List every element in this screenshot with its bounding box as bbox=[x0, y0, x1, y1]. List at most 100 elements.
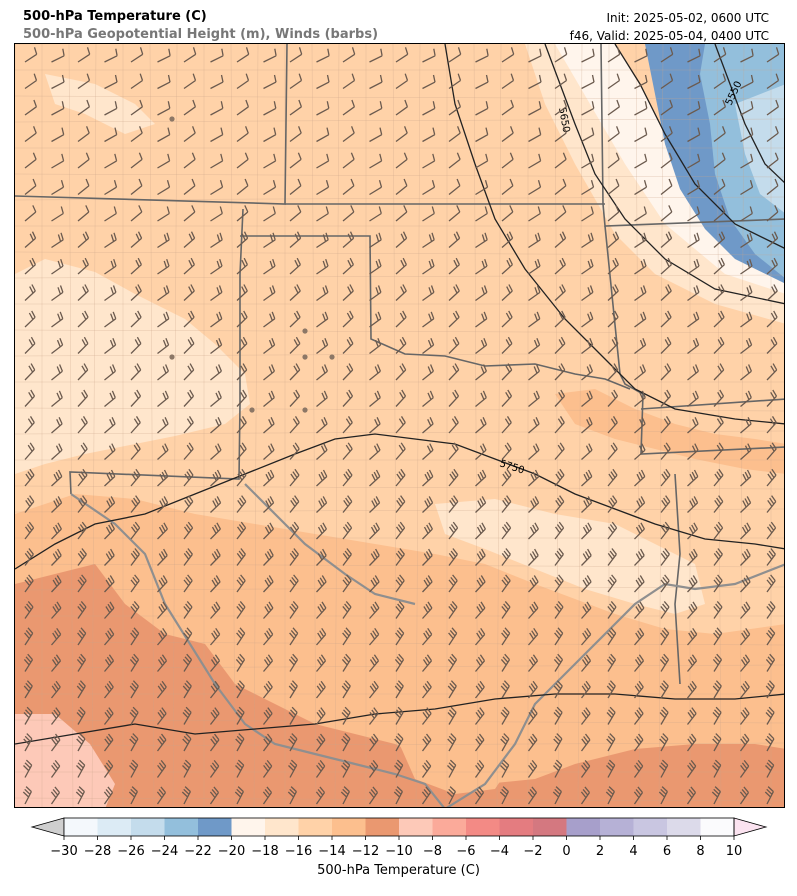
wind-barb bbox=[316, 74, 330, 90]
wind-barb bbox=[210, 654, 221, 672]
wind-barb bbox=[475, 127, 489, 143]
wind-barb bbox=[104, 364, 117, 381]
wind-barb bbox=[687, 74, 701, 90]
wind-barb bbox=[607, 310, 619, 328]
wind-barb bbox=[474, 733, 485, 752]
county-line bbox=[15, 485, 784, 490]
wind-barb bbox=[766, 257, 778, 275]
wind-barb bbox=[316, 48, 330, 63]
wind-barb bbox=[236, 416, 247, 434]
wind-barb bbox=[554, 152, 567, 169]
wind-barb bbox=[634, 74, 648, 90]
wind-barb bbox=[395, 389, 407, 407]
wind-barb bbox=[210, 364, 223, 381]
wind-barb bbox=[553, 653, 564, 672]
wind-barb bbox=[316, 627, 327, 646]
wind-barb bbox=[501, 178, 514, 196]
wind-barb bbox=[422, 180, 436, 196]
wind-barb bbox=[342, 521, 353, 540]
wind-barb bbox=[712, 653, 723, 672]
colorbar-swatch bbox=[399, 818, 433, 836]
wind-barb bbox=[369, 522, 380, 540]
wind-barb bbox=[210, 522, 221, 540]
wind-barb bbox=[395, 363, 407, 381]
wind-barb bbox=[289, 99, 303, 116]
wind-barb bbox=[740, 311, 753, 328]
county-line bbox=[334, 44, 340, 807]
wind-barb bbox=[289, 73, 303, 90]
wind-barb bbox=[660, 257, 672, 275]
county-line bbox=[15, 664, 784, 669]
wind-barb bbox=[633, 733, 644, 752]
wind-barb bbox=[76, 759, 86, 778]
wind-barb bbox=[634, 311, 647, 328]
wind-barb bbox=[24, 126, 37, 143]
county-line bbox=[577, 44, 583, 807]
wind-barb bbox=[607, 521, 618, 540]
wind-barb bbox=[607, 336, 619, 354]
wind-barb bbox=[634, 601, 645, 619]
mexico-border bbox=[70, 493, 445, 807]
wind-barb bbox=[581, 48, 595, 63]
wind-barb bbox=[501, 257, 513, 275]
wind-barb bbox=[501, 47, 515, 63]
wind-barb bbox=[740, 575, 751, 593]
wind-barb bbox=[129, 653, 140, 672]
wind-barb bbox=[130, 442, 141, 460]
wind-barb bbox=[660, 205, 673, 222]
wind-barb bbox=[342, 495, 353, 513]
wind-barb bbox=[369, 74, 383, 90]
wind-barb bbox=[395, 574, 405, 593]
wind-barb bbox=[660, 363, 672, 381]
wind-barb bbox=[316, 548, 327, 566]
wind-barb bbox=[394, 706, 404, 725]
county-line bbox=[15, 407, 784, 412]
wind-barb bbox=[157, 153, 171, 169]
wind-barb bbox=[395, 416, 406, 434]
wind-barb bbox=[341, 653, 352, 672]
county-line bbox=[15, 173, 784, 178]
wind-barb bbox=[527, 680, 538, 699]
county-line bbox=[739, 44, 745, 807]
wind-barb bbox=[606, 733, 616, 752]
wind-barb bbox=[634, 206, 647, 222]
valid-time: f46, Valid: 2025-05-04, 0400 UTC bbox=[569, 29, 769, 43]
wind-barb bbox=[766, 73, 780, 90]
county-line bbox=[172, 44, 178, 807]
gulf-coast bbox=[446, 563, 784, 807]
wind-barb bbox=[554, 336, 566, 354]
wind-barb bbox=[474, 786, 485, 805]
wind-barb bbox=[183, 363, 195, 381]
wind-barb bbox=[288, 759, 298, 778]
wind-barb bbox=[581, 601, 592, 619]
wind-barb bbox=[607, 548, 617, 566]
wind-barb bbox=[210, 48, 224, 63]
wind-barb bbox=[130, 468, 141, 487]
wind-barb bbox=[104, 548, 115, 566]
wind-barb bbox=[130, 126, 143, 143]
wind-barb bbox=[554, 257, 566, 275]
wind-barb bbox=[104, 337, 117, 355]
wind-barb bbox=[130, 363, 142, 381]
wind-barb bbox=[500, 733, 510, 752]
wind-barb bbox=[210, 74, 224, 90]
wind-barb bbox=[236, 73, 250, 90]
wind-barb bbox=[183, 389, 195, 407]
wind-barb bbox=[528, 390, 540, 408]
wind-barb bbox=[183, 284, 195, 301]
wind-barb bbox=[475, 654, 486, 672]
wind-barb bbox=[422, 469, 434, 487]
colorbar-tick-label: −4 bbox=[490, 844, 509, 859]
wind-barb bbox=[289, 126, 302, 143]
wind-barb bbox=[422, 654, 433, 672]
wind-barb bbox=[580, 759, 591, 778]
wind-barb bbox=[130, 416, 141, 434]
colorbar-swatch bbox=[164, 818, 198, 836]
wind-barb bbox=[51, 285, 64, 302]
wind-barb bbox=[263, 601, 274, 619]
wind-barb bbox=[157, 337, 170, 355]
wind-barb bbox=[341, 680, 351, 699]
wind-barb bbox=[554, 47, 568, 63]
wind-barb bbox=[766, 442, 777, 460]
wind-barb bbox=[156, 786, 167, 805]
